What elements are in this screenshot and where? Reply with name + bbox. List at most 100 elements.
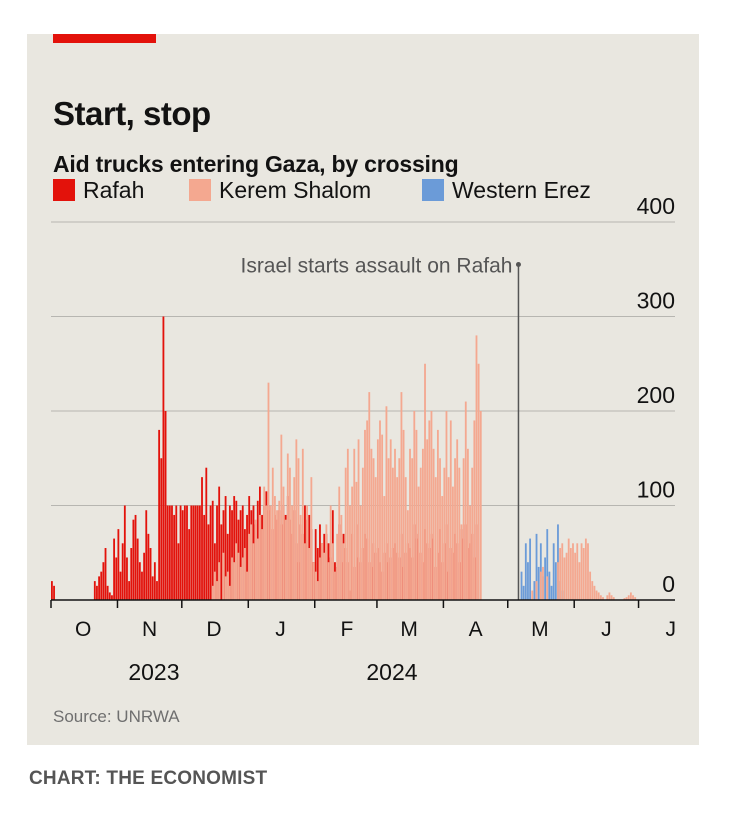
- bar-kerem-shalom: [387, 458, 390, 600]
- x-year-label: 2024: [366, 659, 417, 685]
- bar-kerem-shalom: [282, 486, 285, 600]
- bar-kerem-shalom-may-july: [589, 571, 592, 600]
- bar-kerem-shalom: [389, 439, 392, 600]
- bar-kerem-shalom: [331, 543, 334, 600]
- bar-rafah: [231, 510, 233, 600]
- bar-rafah: [179, 505, 182, 600]
- bar-kerem-shalom: [310, 477, 313, 600]
- bar-kerem-shalom: [246, 571, 248, 600]
- bar-kerem-shalom: [409, 448, 411, 600]
- bar-kerem-shalom-may-july: [546, 576, 549, 601]
- bar-kerem-shalom: [406, 510, 409, 600]
- bar-kerem-shalom: [467, 448, 469, 600]
- bar-kerem-shalom: [402, 429, 405, 600]
- bar-rafah: [160, 458, 163, 600]
- bar-kerem-shalom-may-july: [580, 543, 583, 600]
- bar-kerem-shalom-may-july: [623, 598, 626, 600]
- bar-kerem-shalom-may-july: [531, 590, 534, 600]
- bar-kerem-shalom: [284, 519, 287, 600]
- y-tick-label: 300: [637, 288, 675, 314]
- bar-kerem-shalom: [471, 467, 474, 600]
- bar-kerem-shalom: [239, 566, 242, 600]
- bar-kerem-shalom: [274, 496, 276, 600]
- bar-kerem-shalom: [359, 505, 362, 600]
- bar-kerem-shalom: [295, 439, 298, 600]
- bar-rafah: [207, 524, 210, 600]
- bar-kerem-shalom: [261, 529, 263, 601]
- bar-rafah: [186, 505, 188, 600]
- bar-kerem-shalom-may-july: [567, 538, 570, 600]
- bar-kerem-shalom: [252, 543, 255, 600]
- x-tick-label: M: [531, 618, 549, 641]
- bar-kerem-shalom: [439, 458, 441, 600]
- bar-kerem-shalom: [400, 392, 403, 600]
- legend-label-kerem-shalom: Kerem Shalom: [219, 176, 372, 203]
- bar-western-erez: [533, 581, 536, 600]
- bar-rafah: [143, 552, 146, 600]
- x-tick-label: M: [400, 618, 418, 641]
- bar-rafah: [233, 496, 236, 600]
- x-tick-label: A: [469, 618, 483, 641]
- x-tick-label: N: [142, 618, 157, 641]
- bar-kerem-shalom-may-july: [610, 595, 613, 600]
- bar-kerem-shalom-may-july: [599, 595, 602, 600]
- chart-title: Start, stop: [53, 95, 211, 132]
- bar-kerem-shalom: [458, 467, 461, 600]
- bar-rafah: [104, 548, 107, 600]
- bar-kerem-shalom-may-july: [612, 597, 615, 600]
- bar-rafah: [102, 562, 105, 600]
- bar-kerem-shalom-may-july: [608, 592, 611, 600]
- bar-rafah: [196, 505, 199, 600]
- bar-kerem-shalom: [293, 477, 296, 600]
- bar-rafah: [138, 562, 141, 600]
- bar-kerem-shalom: [374, 477, 377, 600]
- bar-kerem-shalom: [235, 543, 238, 600]
- bar-kerem-shalom: [340, 514, 343, 600]
- bar-kerem-shalom: [233, 562, 236, 600]
- annotation-dot: [515, 262, 521, 268]
- bar-kerem-shalom: [479, 411, 482, 600]
- bar-kerem-shalom: [321, 543, 324, 600]
- bar-rafah: [128, 581, 131, 600]
- bar-kerem-shalom: [370, 448, 373, 600]
- bar-kerem-shalom: [301, 448, 304, 600]
- bar-rafah: [108, 592, 111, 600]
- bar-kerem-shalom: [381, 434, 384, 601]
- bar-kerem-shalom-may-july: [539, 571, 542, 600]
- bar-kerem-shalom: [342, 543, 345, 600]
- bar-rafah: [153, 562, 156, 600]
- bar-rafah: [228, 505, 231, 600]
- bar-kerem-shalom: [241, 557, 244, 600]
- bar-kerem-shalom: [289, 467, 291, 600]
- bar-rafah: [316, 548, 319, 600]
- bar-rafah: [220, 524, 223, 600]
- accent-bar: [53, 34, 156, 43]
- bar-kerem-shalom: [424, 363, 426, 600]
- bar-kerem-shalom: [349, 505, 351, 600]
- bar-kerem-shalom: [263, 486, 266, 600]
- bar-kerem-shalom: [351, 486, 354, 600]
- bar-rafah: [111, 595, 113, 600]
- bar-kerem-shalom: [364, 429, 366, 600]
- bar-rafah: [194, 505, 197, 600]
- bar-kerem-shalom-may-july: [561, 543, 564, 600]
- bar-kerem-shalom: [250, 524, 253, 600]
- bar-rafah: [158, 429, 161, 600]
- bar-kerem-shalom: [276, 510, 278, 600]
- chart-svg: 400 300 200 100 0 Israel starts assault on R…: [50, 193, 676, 685]
- bar-kerem-shalom: [269, 505, 272, 600]
- bar-rafah: [149, 548, 152, 600]
- bar-kerem-shalom: [213, 571, 216, 600]
- y-tick-label: 400: [637, 193, 675, 219]
- bar-rafah: [201, 477, 203, 600]
- bar-kerem-shalom: [226, 571, 229, 600]
- bar-kerem-shalom-may-july: [559, 548, 562, 600]
- bar-kerem-shalom: [477, 363, 480, 600]
- bar-kerem-shalom: [443, 467, 446, 600]
- bar-kerem-shalom: [449, 420, 452, 600]
- bar-kerem-shalom: [319, 557, 321, 600]
- bar-kerem-shalom: [451, 486, 454, 600]
- bar-rafah: [130, 548, 133, 600]
- bar-kerem-shalom-may-july: [542, 566, 544, 600]
- bar-rafah: [211, 500, 214, 600]
